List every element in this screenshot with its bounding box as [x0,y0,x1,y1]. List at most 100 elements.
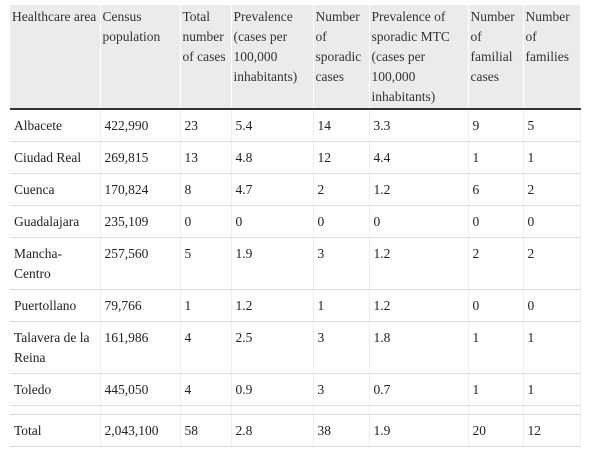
table-cell: 445,050 [100,373,181,406]
table-cell: 0 [313,205,370,238]
table-cell: 0 [468,205,524,238]
table-cell: Ciudad Real [10,141,101,174]
header-cell: Number of familial cases [468,5,524,110]
header-cell: Healthcare area [10,5,101,110]
spacer-cell [313,405,370,415]
table-cell: 5 [523,109,581,142]
spacer-cell [180,405,232,415]
table-cell: 6 [468,173,524,206]
table-cell: 1 [468,373,524,406]
table-cell: Toledo [10,373,101,406]
table-cell: 3 [313,321,370,374]
total-cell: Total [10,414,101,447]
table-cell: 0 [180,205,232,238]
table-body: Albacete 422,990 23 5.4 14 3.3 9 5 Ciudad Real 26… [10,109,581,447]
table-cell: Talavera de la Reina [10,321,101,374]
table-cell: 9 [468,109,524,142]
table-cell: 1.9 [231,237,314,290]
table-cell: 1.2 [369,289,469,322]
table-cell: 0 [231,205,314,238]
table-row: Toledo 445,050 4 0.9 3 0.7 1 1 [10,373,581,406]
spacer-cell [10,405,101,415]
table-cell: 14 [313,109,370,142]
table-cell: 4 [180,321,232,374]
spacer-cell [468,405,524,415]
table-cell: 4.7 [231,173,314,206]
total-cell: 2.8 [231,414,314,447]
table-cell: 1 [523,321,581,374]
spacer-cell [369,405,469,415]
table-cell: 4 [180,373,232,406]
table-cell: 1.8 [369,321,469,374]
table-cell: Guadalajara [10,205,101,238]
header-row: Healthcare area Census population Total nu… [10,5,581,110]
table-cell: 0.7 [369,373,469,406]
table-cell: 5.4 [231,109,314,142]
table-cell: 1 [523,141,581,174]
total-cell: 12 [523,414,581,447]
total-cell: 1.9 [369,414,469,447]
spacer-cell [231,405,314,415]
table-cell: 8 [180,173,232,206]
table-cell: 0 [523,205,581,238]
table-cell: 2 [523,173,581,206]
table-cell: 161,986 [100,321,181,374]
header-cell: Number of families [523,5,581,110]
table-cell: 0.9 [231,373,314,406]
total-cell: 58 [180,414,232,447]
table-cell: 0 [369,205,469,238]
table-cell: 79,766 [100,289,181,322]
table-cell: Mancha-Centro [10,237,101,290]
spacer-row [10,405,581,415]
spacer-cell [100,405,181,415]
table-cell: 2 [468,237,524,290]
spacer-cell [523,405,581,415]
table-cell: Puertollano [10,289,101,322]
table-cell: 1.2 [369,173,469,206]
header-cell: Census population [100,5,181,110]
header-cell: Number of sporadic cases [313,5,370,110]
table-cell: 4.8 [231,141,314,174]
table-row: Talavera de la Reina 161,986 4 2.5 3 1.8 1 1 [10,321,581,374]
total-cell: 38 [313,414,370,447]
total-cell: 2,043,100 [100,414,181,447]
table-cell: 235,109 [100,205,181,238]
table-cell: 3 [313,373,370,406]
table-row: Guadalajara 235,109 0 0 0 0 0 0 [10,205,581,238]
table-cell: 3.3 [369,109,469,142]
table-cell: 1 [180,289,232,322]
total-row: Total 2,043,100 58 2.8 38 1.9 20 12 [10,414,581,447]
table-cell: 5 [180,237,232,290]
table-cell: 1.2 [231,289,314,322]
table-cell: 1 [468,321,524,374]
table-cell: 170,824 [100,173,181,206]
table-cell: 257,560 [100,237,181,290]
table-row: Albacete 422,990 23 5.4 14 3.3 9 5 [10,109,581,142]
table-cell: 13 [180,141,232,174]
header-cell: Total number of cases [180,5,232,110]
table-cell: 4.4 [369,141,469,174]
table-cell: 3 [313,237,370,290]
table-cell: 1 [468,141,524,174]
data-table: Healthcare area Census population Total nu… [10,5,581,447]
table-cell: Albacete [10,109,101,142]
table-cell: 2 [523,237,581,290]
table-cell: 0 [523,289,581,322]
total-cell: 20 [468,414,524,447]
table-row: Puertollano 79,766 1 1.2 1 1.2 0 0 [10,289,581,322]
table-row: Cuenca 170,824 8 4.7 2 1.2 6 2 [10,173,581,206]
table-row: Mancha-Centro 257,560 5 1.9 3 1.2 2 2 [10,237,581,290]
table-cell: Cuenca [10,173,101,206]
table-row: Ciudad Real 269,815 13 4.8 12 4.4 1 1 [10,141,581,174]
table-cell: 1 [523,373,581,406]
table-cell: 2.5 [231,321,314,374]
header-cell: Prevalence (cases per 100,000 inhabitant… [231,5,314,110]
table-cell: 23 [180,109,232,142]
table-cell: 12 [313,141,370,174]
table-cell: 422,990 [100,109,181,142]
table-cell: 1 [313,289,370,322]
table-cell: 269,815 [100,141,181,174]
header-cell: Prevalence of sporadic MTC (cases per 10… [369,5,469,110]
table-cell: 0 [468,289,524,322]
